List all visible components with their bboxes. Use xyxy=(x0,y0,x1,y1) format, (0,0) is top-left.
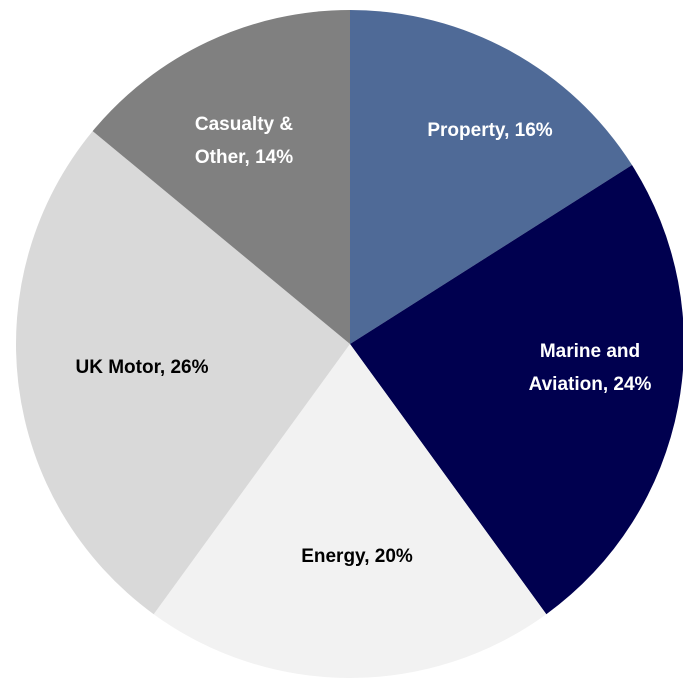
data-label: Energy, 20% xyxy=(301,546,413,567)
data-label: UK Motor, 26% xyxy=(75,357,208,378)
data-label: Marine and Aviation, 24% xyxy=(529,341,652,395)
pie-slice xyxy=(92,10,351,344)
pie-slice xyxy=(350,165,683,615)
pie-slice xyxy=(350,10,633,344)
data-label: Property, 16% xyxy=(427,120,552,141)
pie-slice xyxy=(153,344,547,678)
data-label-line: Marine and xyxy=(540,341,640,362)
data-label-line: Aviation, 24% xyxy=(529,374,652,395)
data-label: Casualty & Other, 14% xyxy=(195,114,293,168)
data-label-line: Casualty & xyxy=(195,114,293,135)
pie-slice xyxy=(15,131,350,615)
data-label-line: Other, 14% xyxy=(195,147,293,168)
